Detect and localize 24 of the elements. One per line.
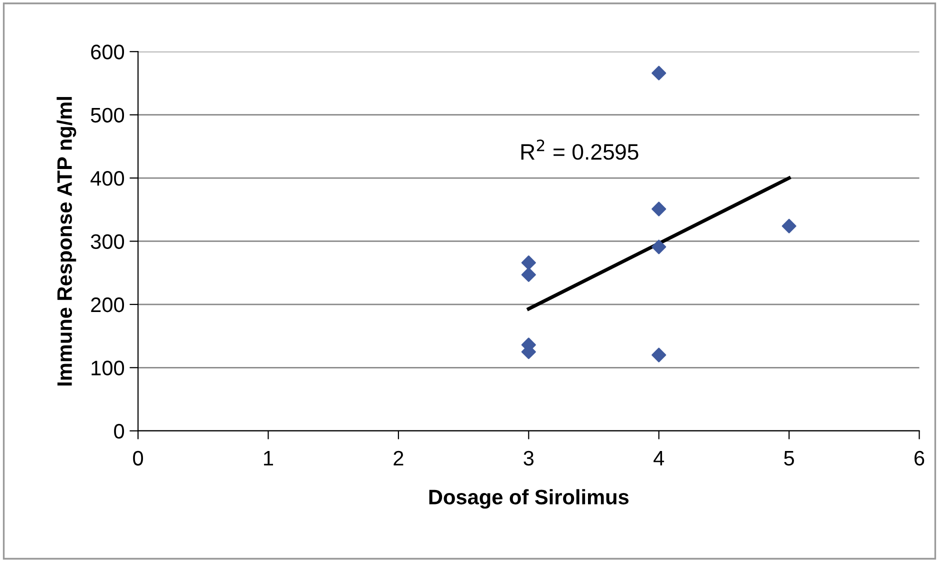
x-tick-label: 3 <box>524 450 534 466</box>
y-tick-label: 300 <box>90 234 124 249</box>
y-tick-label: 0 <box>114 424 124 439</box>
x-tick-label: 0 <box>133 450 144 466</box>
point <box>782 218 796 234</box>
y-tick-label: 200 <box>91 297 124 312</box>
point <box>652 202 666 216</box>
x-tick-label: 5 <box>784 451 794 466</box>
x-tick-label: 4 <box>654 451 664 466</box>
x-axis-title: Dosage of Sirolimus <box>429 489 629 509</box>
x-tick-label: 2 <box>394 450 404 466</box>
point <box>521 267 536 282</box>
y-tick-label: 600 <box>91 44 124 60</box>
x-tick-label: 1 <box>264 451 274 466</box>
y-tick-label: 500 <box>90 108 124 123</box>
annotation: R$^{2}$ = 0.2595 <box>521 140 638 160</box>
y-axis-title: Immune Response ATP ng/ml <box>56 97 76 386</box>
point <box>652 348 666 362</box>
point <box>521 255 536 270</box>
y-tick-label: 100 <box>92 360 124 376</box>
x-tick-label: 6 <box>914 450 924 466</box>
point <box>652 240 666 254</box>
y-tick-label: 400 <box>90 171 124 186</box>
point <box>652 66 666 80</box>
